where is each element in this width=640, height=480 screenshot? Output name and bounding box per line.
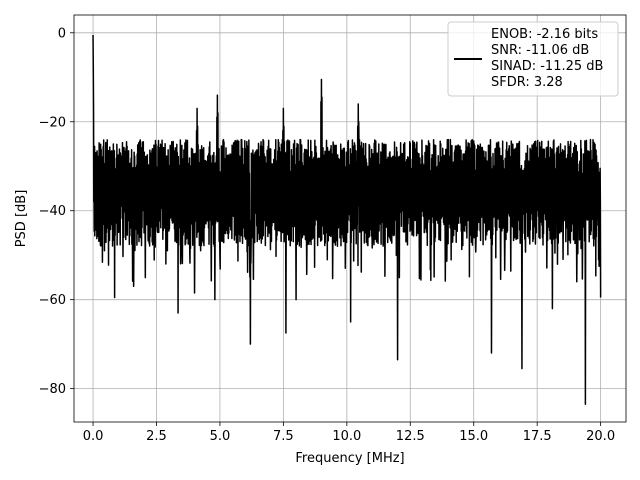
axes-frame <box>73 14 627 423</box>
x-tick-label: 2.5 <box>146 429 167 444</box>
psd-series-line <box>92 35 602 405</box>
x-tick-label: 7.5 <box>273 429 294 444</box>
y-tick-label: 0 <box>58 26 66 41</box>
legend-enob: ENOB: -2.16 bits <box>491 27 598 42</box>
plot-area <box>92 35 602 405</box>
x-tick-label: 15.0 <box>459 429 488 444</box>
legend-sinad: SINAD: -11.25 dB <box>491 59 603 74</box>
x-axis-label: Frequency [MHz] <box>295 451 404 466</box>
x-axis-ticks: 0.0 2.5 5.0 7.5 10.0 12.5 15.0 17.5 20.0 <box>83 422 615 444</box>
legend-sfdr: SFDR: 3.28 <box>491 75 563 90</box>
y-tick-label: −80 <box>39 382 66 397</box>
x-tick-label: 0.0 <box>83 429 104 444</box>
x-tick-label: 17.5 <box>523 429 552 444</box>
x-tick-label: 10.0 <box>332 429 361 444</box>
y-tick-label: −40 <box>39 204 66 219</box>
legend-box <box>447 21 619 97</box>
x-tick-label: 12.5 <box>396 429 425 444</box>
x-tick-label: 5.0 <box>210 429 231 444</box>
y-tick-label: −20 <box>39 115 66 130</box>
y-axis-label: PSD [dB] <box>14 190 29 248</box>
x-tick-label: 20.0 <box>586 429 615 444</box>
legend-snr: SNR: -11.06 dB <box>491 43 589 58</box>
y-axis-ticks: 0 −20 −40 −60 −80 <box>39 26 74 397</box>
legend: ENOB: -2.16 bits SNR: -11.06 dB SINAD: -… <box>447 21 619 97</box>
y-tick-label: −60 <box>39 293 66 308</box>
